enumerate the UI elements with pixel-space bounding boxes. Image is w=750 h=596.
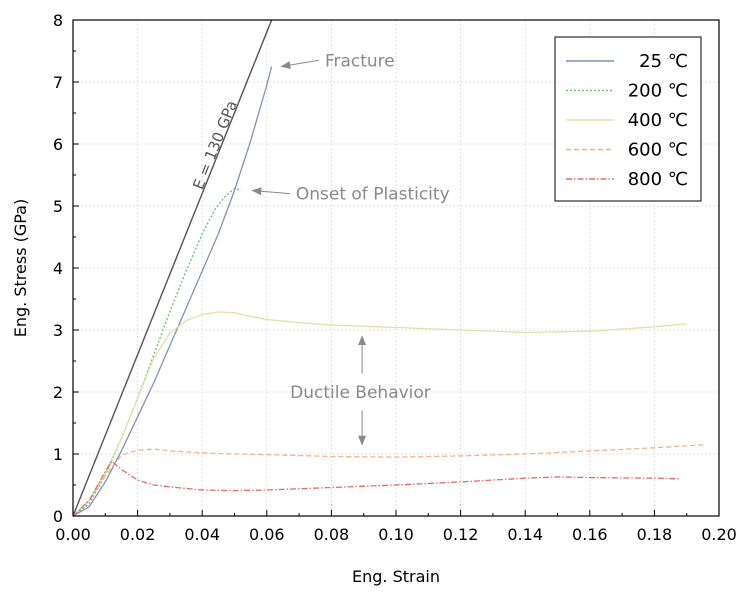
y-tick-label: 6 xyxy=(53,135,63,154)
y-tick-label: 0 xyxy=(53,507,63,526)
y-tick-label: 2 xyxy=(53,383,63,402)
x-tick-label: 0.04 xyxy=(184,525,220,544)
legend-label-1: 200 ℃ xyxy=(628,81,688,102)
annotation-text-1: Onset of Plasticity xyxy=(296,185,450,205)
x-tick-label: 0.16 xyxy=(572,525,608,544)
legend-label-3: 600 ℃ xyxy=(628,140,688,161)
annotation-arrow-1 xyxy=(251,187,290,196)
series-line-2 xyxy=(73,311,687,516)
modulus-label: E = 130 GPa xyxy=(189,98,241,192)
y-tick-label: 5 xyxy=(53,197,63,216)
axis-tick-labels: 0.00 0.02 0.04 0.06 0.08 0.10 0.12 0.14 0.16 0.18… xyxy=(53,11,737,544)
x-tick-label: 0.08 xyxy=(314,525,350,544)
y-tick-label: 8 xyxy=(53,11,63,30)
y-tick-label: 7 xyxy=(53,73,63,92)
y-axis-label: Eng. Stress (GPa) xyxy=(11,199,30,337)
annotation-text-0: Fracture xyxy=(325,51,395,71)
series-group xyxy=(73,66,707,516)
x-tick-label: 0.18 xyxy=(637,525,673,544)
annotation-text-2: Ductile Behavior xyxy=(290,383,431,403)
x-tick-label: 0.12 xyxy=(443,525,479,544)
series-line-0 xyxy=(73,66,273,516)
x-tick-label: 0.20 xyxy=(701,525,737,544)
x-axis-label: Eng. Strain xyxy=(352,567,440,586)
grid-lines xyxy=(73,20,719,516)
reference-line-group xyxy=(73,20,273,516)
legend-label-0: 25 ℃ xyxy=(639,51,688,72)
x-tick-label: 0.02 xyxy=(120,525,156,544)
y-tick-label: 3 xyxy=(53,321,63,340)
annotations: Fracture Onset of Plasticity Ductile Behav… xyxy=(251,51,450,446)
x-tick-label: 0.10 xyxy=(378,525,414,544)
y-tick-label: 4 xyxy=(53,259,63,278)
annotation-arrow-0 xyxy=(280,59,320,69)
legend-frame xyxy=(554,36,702,202)
modulus-reference-line xyxy=(73,20,273,516)
legend: 25 ℃ 200 ℃ 400 ℃ 600 ℃ 800 ℃ xyxy=(554,36,702,202)
series-line-4 xyxy=(73,460,681,516)
x-tick-label: 0.06 xyxy=(249,525,285,544)
series-line-3 xyxy=(73,444,707,516)
legend-label-2: 400 ℃ xyxy=(628,110,688,131)
axis-ticks xyxy=(72,19,720,517)
y-tick-label: 1 xyxy=(53,445,63,464)
x-tick-label: 0.14 xyxy=(507,525,543,544)
x-tick-label: 0.00 xyxy=(55,525,91,544)
legend-label-4: 800 ℃ xyxy=(628,169,688,190)
